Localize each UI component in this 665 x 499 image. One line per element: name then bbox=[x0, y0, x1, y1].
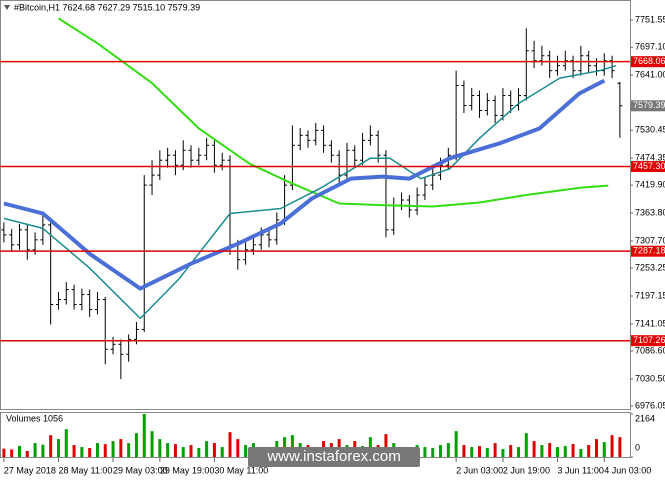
level-label-box bbox=[631, 56, 665, 68]
y-tick-label: 7307.70 bbox=[635, 235, 665, 245]
volume-y-tick-label: 2164 bbox=[635, 413, 655, 423]
x-tick-label: 27 May 2018 bbox=[4, 465, 56, 475]
level-label: 7287.18 bbox=[633, 246, 665, 256]
menu-icon bbox=[4, 5, 10, 10]
x-tick-label: 30 May 11:00 bbox=[214, 465, 268, 475]
watermark: www.instaforex.com bbox=[266, 448, 400, 465]
watermark-box bbox=[248, 447, 420, 467]
y-tick-label: 7419.90 bbox=[635, 180, 665, 190]
x-tick-label: 4 Jun 03:00 bbox=[604, 465, 651, 475]
y-tick-label: 7253.25 bbox=[635, 262, 665, 272]
chart-title: #Bitcoin,H1 7624.68 7627.29 7515.10 7579… bbox=[14, 2, 200, 12]
x-tick-label: 2 Jun 19:00 bbox=[503, 465, 550, 475]
y-tick-label: 7474.35 bbox=[635, 152, 665, 162]
level-label-box bbox=[631, 161, 665, 173]
x-tick-label: 28 May 11:00 bbox=[58, 465, 112, 475]
price-panel bbox=[0, 0, 631, 410]
level-label: 7457.30 bbox=[633, 161, 665, 171]
x-tick-label: 29 May 19:00 bbox=[160, 465, 215, 475]
level-label: 7107.26 bbox=[633, 335, 665, 345]
y-tick-label: 7141.05 bbox=[635, 318, 665, 328]
moving-average bbox=[3, 78, 606, 291]
y-tick-label: 7030.50 bbox=[635, 373, 665, 383]
last-price-box bbox=[631, 100, 665, 112]
x-tick-label: 3 Jun 11:00 bbox=[557, 465, 603, 475]
level-label-box bbox=[631, 245, 665, 257]
moving-average bbox=[3, 64, 617, 320]
moving-average bbox=[57, 17, 609, 208]
y-tick-label: 7697.10 bbox=[635, 42, 665, 52]
volume-y-tick-label: 0 bbox=[635, 442, 640, 452]
y-tick-label: 7530.45 bbox=[635, 125, 665, 135]
y-tick-label: 7197.15 bbox=[635, 290, 665, 300]
level-label-box bbox=[631, 335, 665, 347]
level-label: 7668.06 bbox=[633, 56, 665, 66]
x-tick-label: 29 May 03:00 bbox=[113, 465, 168, 475]
last-price-label: 7579.39 bbox=[633, 100, 665, 110]
y-tick-label: 6976.05 bbox=[635, 400, 665, 410]
y-tick-label: 7641.00 bbox=[635, 70, 665, 80]
x-tick-label: 2 Jun 03:00 bbox=[456, 465, 503, 475]
y-tick-label: 7363.80 bbox=[635, 207, 665, 217]
y-tick-label: 7751.55 bbox=[635, 15, 665, 25]
volume-title: Volumes 1056 bbox=[6, 413, 63, 423]
y-tick-label: 7086.60 bbox=[635, 345, 665, 355]
